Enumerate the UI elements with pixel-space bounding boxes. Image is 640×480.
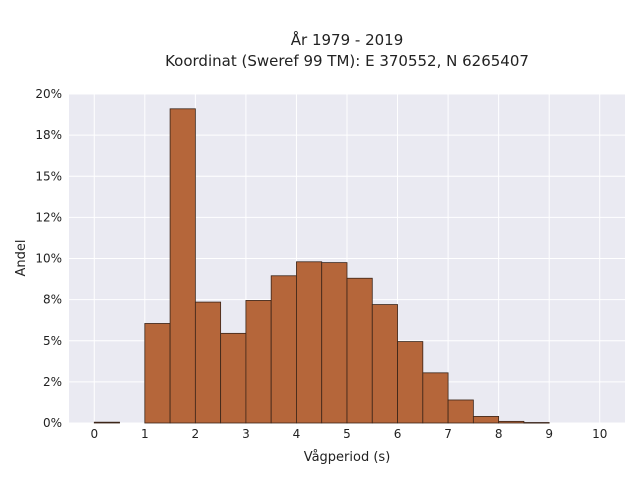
x-tick-label: 5	[343, 427, 351, 441]
histogram-bar	[472, 416, 500, 424]
histogram-bar	[397, 341, 424, 424]
x-tick-label: 0	[90, 427, 98, 441]
x-tick-label: 7	[444, 427, 452, 441]
y-axis-label: Andel	[14, 240, 29, 277]
y-tick-label: 10%	[35, 252, 62, 266]
x-tick-label: 2	[192, 427, 200, 441]
histogram-bar	[245, 300, 272, 424]
y-tick-label: 2%	[43, 375, 62, 389]
histogram-bar	[144, 323, 171, 424]
histogram-bar	[270, 275, 297, 424]
histogram-bar	[220, 332, 247, 424]
histogram-bar	[194, 301, 222, 424]
histogram-bar	[422, 372, 449, 424]
chart-title-line-1: År 1979 - 2019	[291, 30, 404, 49]
histogram-bar	[498, 420, 525, 424]
x-tick-label: 10	[592, 427, 607, 441]
histogram-bar	[169, 108, 196, 424]
y-tick-label: 8%	[43, 293, 62, 307]
y-axis-ticks: 0% 2% 5% 8% 10% 12% 15% 18% 20%	[35, 87, 62, 430]
y-tick-label: 5%	[43, 334, 62, 348]
y-tick-label: 18%	[35, 128, 62, 142]
histogram-bar	[296, 261, 323, 424]
histogram-bar	[321, 262, 348, 424]
x-tick-label: 4	[293, 427, 301, 441]
chart-title-line-2: Koordinat (Sweref 99 TM): E 370552, N 62…	[165, 52, 529, 70]
y-tick-label: 0%	[43, 416, 62, 430]
x-tick-label: 8	[495, 427, 503, 441]
y-tick-label: 15%	[35, 169, 62, 183]
x-tick-label: 1	[141, 427, 149, 441]
x-tick-label: 6	[394, 427, 402, 441]
histogram-bar	[371, 304, 398, 424]
x-axis-label: Vågperiod (s)	[304, 450, 391, 465]
x-axis-ticks: 0 1 2 3 4 5 6 7 8 9 10	[90, 427, 607, 441]
y-tick-label: 20%	[35, 87, 62, 101]
histogram-bars	[93, 108, 550, 424]
y-tick-label: 12%	[35, 210, 62, 224]
x-tick-label: 3	[242, 427, 250, 441]
x-tick-label: 9	[545, 427, 553, 441]
histogram-bar	[93, 421, 120, 424]
histogram-bar	[523, 422, 550, 424]
histogram-bar	[346, 277, 373, 424]
histogram-bar	[447, 399, 474, 424]
